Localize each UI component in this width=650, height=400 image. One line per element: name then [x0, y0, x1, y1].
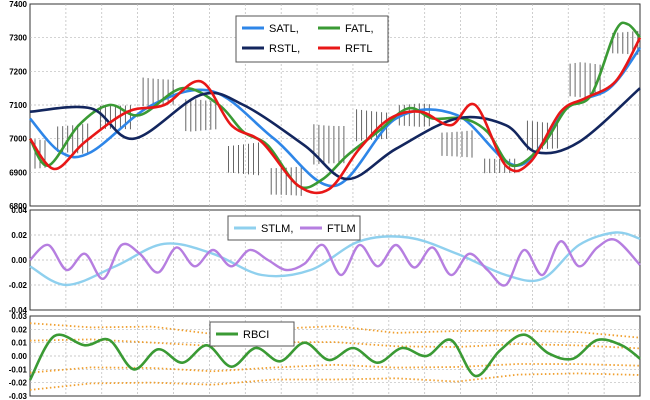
y-tick-label: -0.02: [9, 281, 28, 290]
pane-rbci: -0.03 -0.02 -0.01 0.00 0.01 0.02 0.03 RBCI: [9, 312, 641, 400]
y-tick-label: 6800: [9, 202, 27, 211]
pane-momentum: -0.04 -0.02 0.00 0.02 0.04 STLM, FTLM: [9, 206, 641, 315]
y-tick-label: 7100: [9, 101, 27, 110]
y-tick-label: -0.04: [9, 306, 28, 315]
y-tick-label: 0.03: [11, 312, 27, 321]
legend-label: RBCI: [243, 329, 269, 341]
legend-label: RFTL: [345, 43, 373, 55]
y-tick-label: 7400: [9, 0, 27, 9]
legend-label: FTLM: [327, 223, 356, 235]
pane-price: 6800 6900 7000 7100 7200 7300 7400 SATL, FATL, RS…: [9, 0, 642, 211]
y-tick-label: 0.02: [11, 325, 27, 334]
y-tick-label: 0.00: [11, 352, 27, 361]
y-tick-label: -0.03: [9, 392, 28, 400]
legend-label: RSTL,: [269, 43, 300, 55]
legend-box: [235, 15, 389, 63]
y-tick-label: 7300: [9, 34, 27, 43]
series-rbci: [28, 333, 641, 381]
band-lower1: [29, 363, 641, 374]
y-tick-label: 0.04: [11, 206, 27, 215]
y-tick-label: 7000: [9, 135, 27, 144]
series-rftl: [28, 37, 642, 195]
y-tick-label: 7200: [9, 67, 27, 76]
band-lower2: [29, 372, 641, 391]
legend-label: STLM,: [261, 223, 293, 235]
y-tick-label: 0.00: [11, 256, 27, 265]
legend-label: SATL,: [269, 23, 299, 35]
y-tick-label: 6900: [9, 168, 27, 177]
series-ftlm: [29, 238, 641, 287]
y-tick-label: 0.02: [11, 231, 27, 240]
legend-label: FATL,: [345, 23, 374, 35]
series-stlm: [29, 231, 641, 287]
y-tick-label: -0.02: [9, 379, 28, 388]
y-tick-label: -0.01: [9, 365, 28, 374]
y-tick-label: 0.01: [11, 339, 27, 348]
